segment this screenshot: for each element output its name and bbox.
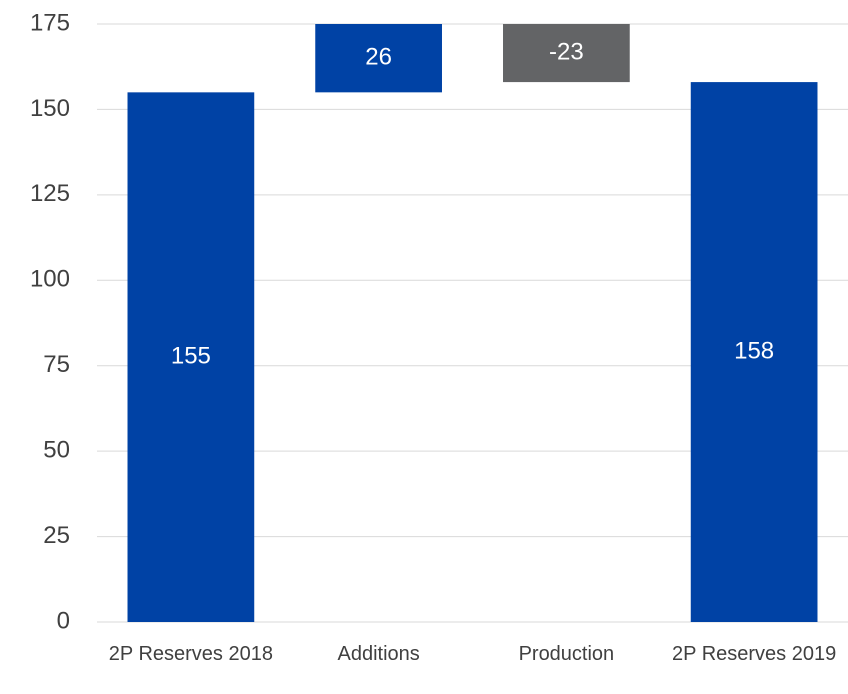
y-tick-label: 0 [57,607,70,634]
y-tick-label: 150 [30,95,70,122]
y-tick-label: 75 [43,351,70,378]
data-label: -23 [549,38,584,65]
x-tick-label: 2P Reserves 2019 [672,643,837,665]
y-tick-label: 25 [43,522,70,549]
y-tick-label: 125 [30,180,70,207]
bar [127,92,255,622]
data-label: 158 [734,337,774,364]
bar [503,24,630,83]
data-label: 26 [365,44,392,71]
y-tick-label: 175 [30,9,70,36]
x-tick-label: 2P Reserves 2018 [108,643,273,665]
y-tick-label: 50 [43,436,70,463]
bar [315,24,442,93]
bar [690,82,818,622]
x-tick-label: Production [518,643,615,665]
y-tick-label: 100 [30,266,70,293]
data-label: 155 [171,343,211,370]
x-tick-label: Additions [337,643,420,665]
